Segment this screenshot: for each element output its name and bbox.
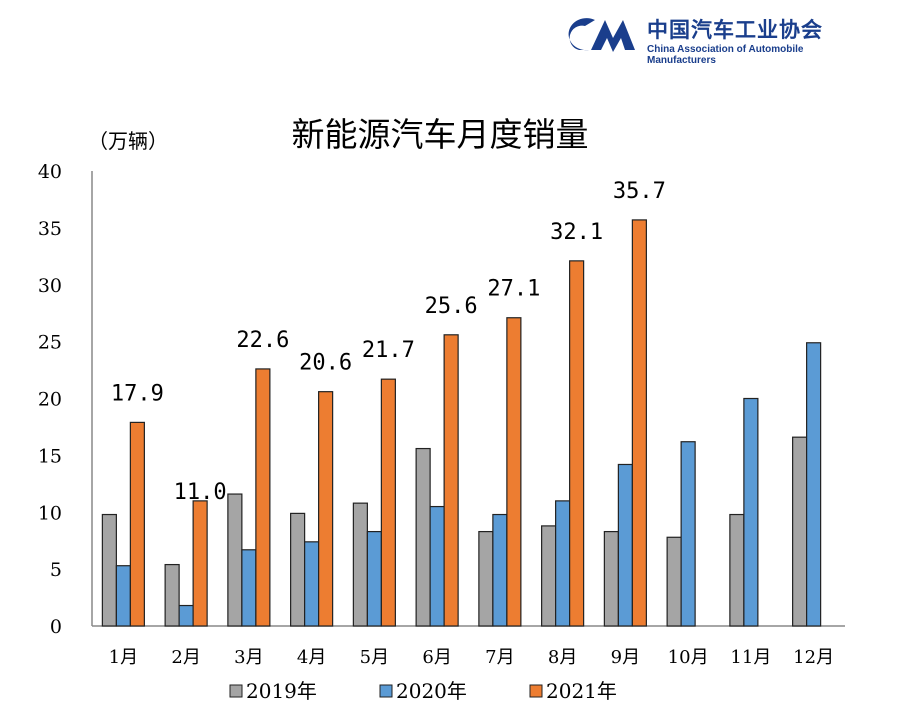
y-tick-label: 40	[38, 161, 62, 183]
bar-2020年-10月	[680, 441, 696, 627]
bar-2021年-5月	[380, 378, 396, 627]
bar-2021年-6月	[443, 334, 459, 627]
bar-2019年-9月	[603, 530, 619, 627]
bar-2021年-7月	[506, 317, 522, 627]
caam-logo-mark	[568, 18, 635, 52]
bar-2021年-1月	[129, 421, 145, 627]
data-label: 32.1	[550, 220, 603, 245]
bar-2019年-3月	[227, 493, 243, 627]
bar-2019年-4月	[290, 512, 306, 627]
bar-2019年-5月	[352, 502, 368, 627]
caam-logo: 中国汽车工业协会 China Association of Automobile…	[555, 12, 855, 66]
logo-name-cn: 中国汽车工业协会	[647, 18, 823, 42]
data-label: 35.7	[613, 179, 666, 204]
bar-2021年-3月	[255, 368, 271, 627]
x-tick-label: 4月	[297, 647, 326, 668]
bar-2021年-8月	[569, 260, 585, 627]
bar-2019年-1月	[101, 513, 117, 627]
y-tick-label: 20	[38, 389, 62, 411]
x-tick-label: 8月	[548, 647, 577, 668]
y-tick-label: 15	[38, 445, 62, 467]
x-tick-label: 9月	[611, 647, 640, 668]
y-tick-label: 25	[38, 332, 62, 354]
data-label: 22.6	[236, 328, 289, 353]
bar-2020年-9月	[617, 463, 633, 627]
bar-2020年-8月	[555, 500, 571, 627]
bar-2020年-7月	[492, 513, 508, 627]
chart-title: 新能源汽车月度销量	[292, 115, 589, 154]
legend-label: 2019年	[246, 679, 317, 703]
data-label: 17.9	[111, 381, 164, 406]
bar-2019年-12月	[792, 436, 808, 627]
bar-2020年-1月	[115, 565, 131, 627]
bar-2020年-5月	[366, 530, 382, 627]
x-tick-label: 12月	[793, 647, 834, 668]
data-label: 21.7	[362, 338, 415, 363]
x-tick-label: 5月	[360, 647, 389, 668]
data-label: 20.6	[299, 351, 352, 376]
bar-2019年-7月	[478, 530, 494, 627]
bar-2019年-11月	[729, 513, 745, 627]
legend-swatch	[229, 684, 243, 698]
legend-label: 2021年	[546, 679, 617, 703]
bar-2021年-2月	[192, 500, 208, 627]
y-tick-label: 35	[38, 218, 62, 240]
x-tick-label: 6月	[422, 647, 451, 668]
bar-2020年-2月	[178, 604, 194, 627]
bar-2020年-12月	[806, 342, 822, 627]
bar-2019年-10月	[666, 536, 682, 627]
bar-2019年-8月	[541, 525, 557, 627]
y-axis-label: （万辆）	[88, 129, 168, 153]
bar-2019年-2月	[164, 563, 180, 627]
x-tick-label: 10月	[668, 647, 709, 668]
x-tick-label: 7月	[485, 647, 514, 668]
x-tick-label: 11月	[730, 647, 771, 668]
data-label: 11.0	[174, 480, 227, 505]
data-label: 25.6	[425, 294, 478, 319]
y-tick-label: 0	[50, 616, 62, 638]
bar-2021年-9月	[631, 219, 647, 627]
y-tick-label: 10	[38, 502, 62, 524]
logo-name-en: China Association of Automobile Manufact…	[647, 44, 804, 66]
data-label: 27.1	[487, 277, 540, 302]
legend-swatch	[379, 684, 393, 698]
bar-2020年-6月	[429, 505, 445, 627]
x-tick-label: 3月	[234, 647, 263, 668]
legend-label: 2020年	[396, 679, 467, 703]
bar-2019年-6月	[415, 447, 431, 627]
x-tick-label: 1月	[109, 647, 138, 668]
bar-2020年-11月	[743, 397, 759, 627]
y-tick-label: 30	[38, 275, 62, 297]
y-tick-label: 5	[50, 559, 62, 581]
bar-2021年-4月	[318, 391, 334, 627]
bar-2020年-4月	[304, 541, 320, 627]
legend-swatch	[529, 684, 543, 698]
bar-2020年-3月	[241, 549, 257, 627]
x-tick-label: 2月	[171, 647, 200, 668]
